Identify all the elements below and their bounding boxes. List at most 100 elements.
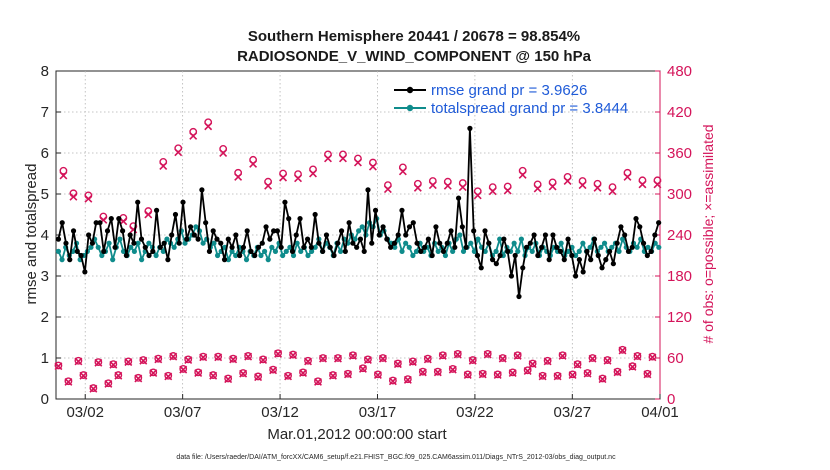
totalspread-point	[576, 248, 582, 254]
totalspread-point	[290, 252, 297, 259]
totalspread-point	[413, 248, 420, 254]
obs-assimilated-point	[179, 365, 188, 374]
rmse-point	[388, 244, 394, 250]
obs-assimilated-point	[284, 372, 293, 381]
obs-assimilated-point	[54, 362, 63, 371]
totalspread-point	[337, 248, 344, 254]
rmse-point	[165, 257, 171, 263]
obs-possible-point	[54, 361, 63, 370]
rmse-point	[425, 236, 431, 242]
rmse-point	[606, 248, 613, 254]
rmse-point	[637, 224, 643, 230]
totalspread-point	[229, 248, 235, 254]
obs-assimilated-point	[423, 355, 432, 364]
rmse-point	[146, 252, 152, 259]
totalspread-point	[442, 252, 449, 259]
obs-assimilated-point	[503, 186, 512, 195]
obs-possible-point	[374, 370, 382, 379]
obs-possible-point	[468, 356, 477, 364]
obs-possible-point	[543, 356, 552, 365]
totalspread-point	[59, 257, 65, 263]
data-file-footnote: data file: /Users/raeder/DAI/ATM_forcXX/…	[176, 454, 616, 461]
obs-possible-point	[598, 374, 607, 383]
y-right-tick-label: 120	[667, 309, 692, 326]
rmse-point	[293, 232, 299, 238]
obs-assimilated-point	[603, 356, 612, 365]
obs-assimilated-point	[338, 154, 347, 163]
rmse-point	[221, 257, 228, 263]
rmse-point	[354, 244, 360, 250]
rmse-point	[459, 224, 465, 230]
obs-possible-point	[284, 371, 292, 380]
rmse-point	[569, 252, 575, 259]
rmse-point	[444, 240, 450, 246]
totalspread-point	[609, 244, 615, 250]
obs-possible-point	[508, 368, 517, 377]
rmse-line	[57, 127, 660, 298]
obs-assimilated-point	[373, 371, 382, 380]
rmse-point	[489, 257, 496, 263]
totalspread-point	[139, 257, 145, 263]
rmse-point	[176, 240, 182, 246]
legend-marker-totalspread	[406, 104, 414, 112]
obs-assimilated-point	[573, 360, 582, 369]
obs-possible-point	[104, 379, 113, 388]
rmse-point	[233, 232, 239, 238]
rmse-point	[629, 244, 635, 250]
totalspread-point	[616, 248, 622, 254]
rmse-point	[240, 244, 247, 250]
obs-possible-point	[109, 360, 118, 369]
rmse-point	[384, 236, 390, 242]
obs-possible-point	[319, 354, 327, 362]
y-tick-label: 3	[41, 268, 49, 285]
rmse-point	[86, 232, 92, 238]
obs-assimilated-point	[74, 357, 83, 366]
obs-possible-point	[364, 355, 372, 364]
obs-possible-point	[628, 362, 637, 371]
rmse-point	[278, 244, 284, 250]
rmse-point	[267, 236, 273, 242]
obs-assimilated-point	[473, 191, 482, 200]
rmse-point	[172, 211, 179, 218]
rmse-point	[225, 236, 231, 242]
obs-assimilated-point	[114, 371, 123, 380]
totalspread-point	[352, 236, 358, 242]
totalspread-point	[312, 244, 318, 250]
obs-assimilated-point	[94, 358, 103, 367]
rmse-point	[482, 228, 488, 234]
y-axis-label: rmse and totalspread	[23, 164, 40, 305]
y-tick-label: 4	[41, 227, 49, 244]
rmse-point	[512, 252, 518, 259]
rmse-point	[338, 228, 345, 234]
rmse-point	[380, 224, 386, 230]
obs-possible-point	[423, 354, 432, 363]
obs-possible-point	[403, 375, 412, 384]
y-tick-label: 6	[41, 145, 49, 162]
obs-assimilated-point	[134, 374, 143, 383]
obs-assimilated-point	[438, 351, 447, 360]
obs-assimilated-point	[144, 210, 153, 219]
obs-assimilated-point	[458, 183, 467, 192]
obs-possible-point	[89, 384, 98, 392]
rmse-point	[588, 257, 594, 263]
totalspread-point	[518, 236, 524, 242]
rmse-point	[395, 232, 401, 238]
rmse-point	[289, 248, 296, 254]
obs-possible-point	[299, 368, 307, 377]
obs-assimilated-point	[239, 369, 248, 378]
obs-assimilated-point	[199, 353, 208, 362]
rmse-point	[255, 244, 262, 250]
obs-assimilated-point	[608, 187, 617, 196]
x-tick-label: 03/12	[261, 404, 299, 421]
legend-label-rmse: rmse grand pr = 3.9626	[431, 82, 587, 99]
obs-assimilated-point	[124, 358, 133, 367]
obs-possible-point	[139, 356, 148, 364]
rmse-point	[93, 220, 99, 226]
obs-assimilated-point	[79, 371, 88, 380]
obs-assimilated-point	[214, 353, 223, 362]
obs-assimilated-point	[329, 371, 337, 380]
rmse-point	[308, 244, 314, 250]
totalspread-point	[272, 248, 279, 254]
obs-possible-point	[199, 352, 208, 361]
totalspread-point	[634, 244, 640, 250]
